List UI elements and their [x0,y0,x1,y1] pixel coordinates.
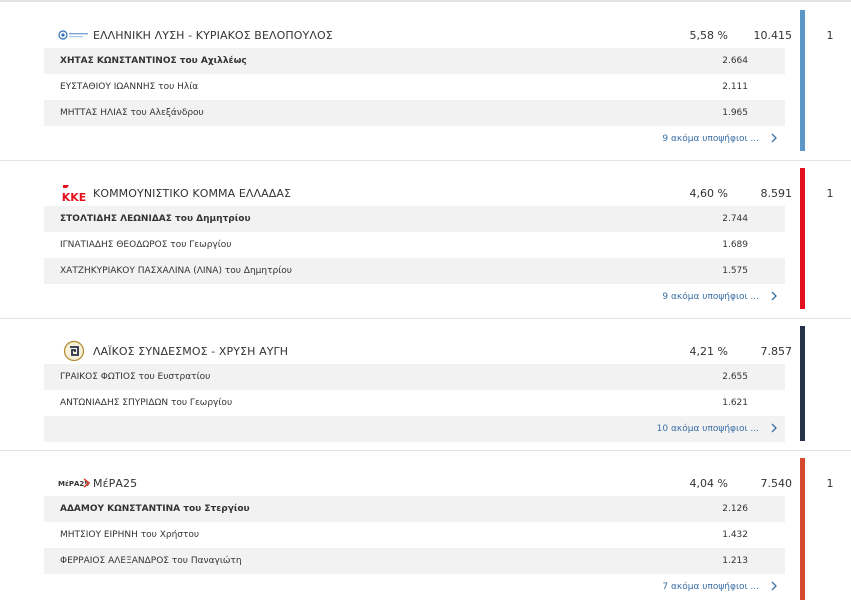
chevron-right-icon [771,581,777,591]
party-votes: 10.415 [753,29,793,42]
mera25-logo-text: ΜέΡΑ25 [58,480,89,488]
candidate-votes: 2.744 [722,214,748,224]
chrysi-avgi-logo-icon [58,340,90,362]
candidate-name: ΣΤΟΛΤΙΔΗΣ ΛΕΩΝΙΔΑΣ του Δημητρίου [60,214,251,224]
party-color-bar [800,10,805,151]
candidate-name: ΦΕΡΡΑΙΟΣ ΑΛΕΞΑΝΔΡΟΣ του Παναγιώτη [60,556,242,566]
party-name: ΚΟΜΜΟΥΝΙΣΤΙΚΟ ΚΟΜΜΑ ΕΛΛΑΔΑΣ [93,187,292,200]
party-percent: 4,21 % [689,345,728,358]
party-seats: 1 [826,477,834,490]
party-header[interactable]: ΛΑΪΚΟΣ ΣΥΝΔΕΣΜΟΣ - ΧΡΥΣΗ ΑΥΓΗ 4,21 % 7.8… [44,326,804,378]
party-header[interactable]: ΚΚΕ ΚΟΜΜΟΥΝΙΣΤΙΚΟ ΚΟΜΜΑ ΕΛΛΑΔΑΣ 4,60 % 8… [44,168,834,220]
party-votes: 7.540 [760,477,793,490]
candidate-votes: 2.111 [722,82,748,92]
candidate-name: ΜΗΤΤΑΣ ΗΛΙΑΣ του Αλεξάνδρου [60,108,204,118]
candidate-votes: 2.126 [722,504,748,514]
more-candidates-label: 10 ακόμα υποψήφιοι ... [656,424,759,434]
elliniki-lysi-logo-icon [58,24,90,46]
candidate-name: ΜΗΤΣΙΟΥ ΕΙΡΗΝΗ του Χρήστου [60,530,200,540]
more-candidates-link[interactable]: 9 ακόμα υποψήφιοι ... [44,126,785,152]
candidate-name: ΧΑΤΖΗΚΥΡΙΑΚΟΥ ΠΑΣΧΑΛΙΝΑ (ΛΙΝΑ) του Δημητ… [60,266,292,276]
divider [0,160,851,161]
party-block: ΕΛΛΗΝΙΚΗ ΛΥΣΗ - ΚΥΡΙΑΚΟΣ ΒΕΛΟΠΟΥΛΟΣ 5,58… [0,10,851,160]
party-votes: 7.857 [760,345,793,358]
more-candidates-link[interactable]: 9 ακόμα υποψήφιοι ... [44,284,785,310]
candidate-row[interactable]: ΕΥΣΤΑΘΙΟΥ ΙΩΑΝΝΗΣ του Ηλία 2.111 [44,74,785,100]
candidate-row[interactable]: ΙΓΝΑΤΙΑΔΗΣ ΘΕΟΔΩΡΟΣ του Γεωργίου 1.689 [44,232,785,258]
candidate-row[interactable]: ΓΡΑΙΚΟΣ ΦΩΤΙΟΣ του Ευστρατίου 2.655 [44,364,785,390]
chevron-right-icon [771,423,777,433]
party-header[interactable]: ΕΛΛΗΝΙΚΗ ΛΥΣΗ - ΚΥΡΙΑΚΟΣ ΒΕΛΟΠΟΥΛΟΣ 5,58… [44,10,834,62]
more-candidates-label: 9 ακόμα υποψήφιοι ... [662,134,759,144]
divider [0,318,851,319]
divider [0,450,851,451]
party-seats: 1 [826,29,834,42]
chevron-right-icon [771,291,777,301]
candidate-row[interactable]: ΜΗΤΤΑΣ ΗΛΙΑΣ του Αλεξάνδρου 1.965 [44,100,785,126]
party-votes: 8.591 [760,187,793,200]
party-name: ΕΛΛΗΝΙΚΗ ΛΥΣΗ - ΚΥΡΙΑΚΟΣ ΒΕΛΟΠΟΥΛΟΣ [93,29,333,42]
candidate-row[interactable]: ΜΗΤΣΙΟΥ ΕΙΡΗΝΗ του Χρήστου 1.432 [44,522,785,548]
candidate-votes: 1.965 [722,108,748,118]
candidate-row[interactable]: ΧΑΤΖΗΚΥΡΙΑΚΟΥ ΠΑΣΧΑΛΙΝΑ (ΛΙΝΑ) του Δημητ… [44,258,785,284]
party-percent: 4,04 % [689,477,728,490]
mera25-logo-icon: ΜέΡΑ25 [58,472,90,494]
candidate-votes: 1.621 [722,398,748,408]
candidate-row[interactable]: ΧΗΤΑΣ ΚΩΝΣΤΑΝΤΙΝΟΣ του Αχιλλέως 2.664 [44,48,785,74]
candidate-votes: 1.689 [722,240,748,250]
party-header[interactable]: ΜέΡΑ25 ΜέΡΑ25 4,04 % 7.540 1 [44,458,834,510]
party-color-bar [800,326,805,441]
party-block: ΜέΡΑ25 ΜέΡΑ25 4,04 % 7.540 1 ΑΔΑΜΟΥ ΚΩΝΣ… [0,458,851,600]
candidate-name: ΑΝΤΩΝΙΑΔΗΣ ΣΠΥΡΙΔΩΝ του Γεωργίου [60,398,233,408]
more-candidates-link[interactable]: 10 ακόμα υποψήφιοι ... [44,416,785,442]
party-block: ΛΑΪΚΟΣ ΣΥΝΔΕΣΜΟΣ - ΧΡΥΣΗ ΑΥΓΗ 4,21 % 7.8… [0,326,851,450]
party-percent: 5,58 % [689,29,728,42]
more-candidates-label: 7 ακόμα υποψήφιοι ... [662,582,759,592]
candidate-row[interactable]: ΑΝΤΩΝΙΑΔΗΣ ΣΠΥΡΙΔΩΝ του Γεωργίου 1.621 [44,390,785,416]
more-candidates-link[interactable]: 7 ακόμα υποψήφιοι ... [44,574,785,600]
candidate-votes: 2.664 [722,56,748,66]
candidate-votes: 1.432 [722,530,748,540]
candidate-name: ΓΡΑΙΚΟΣ ΦΩΤΙΟΣ του Ευστρατίου [60,372,211,382]
candidate-name: ΑΔΑΜΟΥ ΚΩΝΣΤΑΝΤΙΝΑ του Στεργίου [60,504,250,514]
chevron-right-icon [771,133,777,143]
candidate-name: ΙΓΝΑΤΙΑΔΗΣ ΘΕΟΔΩΡΟΣ του Γεωργίου [60,240,232,250]
candidate-row[interactable]: ΣΤΟΛΤΙΔΗΣ ΛΕΩΝΙΔΑΣ του Δημητρίου 2.744 [44,206,785,232]
party-name: ΜέΡΑ25 [93,477,138,490]
party-percent: 4,60 % [689,187,728,200]
party-block: ΚΚΕ ΚΟΜΜΟΥΝΙΣΤΙΚΟ ΚΟΜΜΑ ΕΛΛΑΔΑΣ 4,60 % 8… [0,168,851,318]
top-divider [0,0,851,2]
party-color-bar [800,458,805,600]
party-seats: 1 [826,187,834,200]
party-name: ΛΑΪΚΟΣ ΣΥΝΔΕΣΜΟΣ - ΧΡΥΣΗ ΑΥΓΗ [93,345,289,358]
candidate-name: ΧΗΤΑΣ ΚΩΝΣΤΑΝΤΙΝΟΣ του Αχιλλέως [60,56,247,66]
candidate-votes: 1.213 [722,556,748,566]
kke-logo-text: ΚΚΕ [62,191,87,203]
more-candidates-label: 9 ακόμα υποψήφιοι ... [662,292,759,302]
candidate-row[interactable]: ΑΔΑΜΟΥ ΚΩΝΣΤΑΝΤΙΝΑ του Στεργίου 2.126 [44,496,785,522]
party-color-bar [800,168,805,309]
kke-logo-icon: ΚΚΕ [58,182,90,204]
candidate-row[interactable]: ΦΕΡΡΑΙΟΣ ΑΛΕΞΑΝΔΡΟΣ του Παναγιώτη 1.213 [44,548,785,574]
candidate-name: ΕΥΣΤΑΘΙΟΥ ΙΩΑΝΝΗΣ του Ηλία [60,82,199,92]
candidate-votes: 2.655 [722,372,748,382]
candidate-votes: 1.575 [722,266,748,276]
